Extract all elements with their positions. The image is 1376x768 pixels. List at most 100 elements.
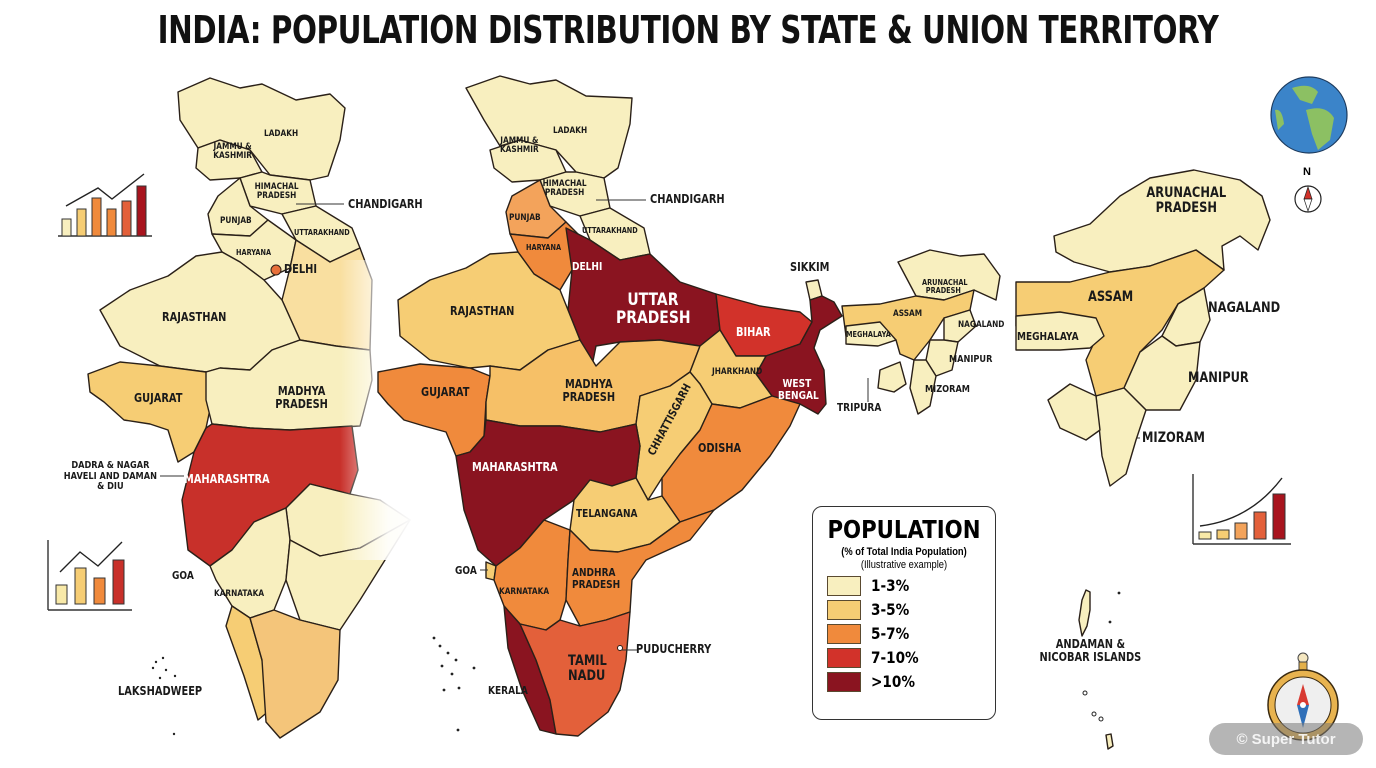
legend-swatch-5-7 xyxy=(827,623,861,644)
inset-mizoram[interactable] xyxy=(1095,387,1147,487)
label-delhi-left: DELHI xyxy=(284,262,318,276)
region-mizoram[interactable] xyxy=(909,359,937,415)
label-dnh-left: DADRA & NAGAR HAVELI AND DAMAN & DIU xyxy=(63,460,157,492)
legend-swatch-1-3 xyxy=(827,575,861,596)
label-mp-left: MADHYA PRADESH xyxy=(275,384,328,411)
legend-swatch-gt10 xyxy=(827,671,861,692)
inset-meghalaya[interactable] xyxy=(1015,311,1105,351)
label-sikkim: SIKKIM xyxy=(790,260,830,274)
label-inset-assam: ASSAM xyxy=(1088,289,1134,305)
label-arunachal: ARUNACHAL PRADESH xyxy=(922,278,968,296)
label-mp: MADHYA PRADESH xyxy=(562,377,616,404)
legend-subtitle: (% of Total India Population) xyxy=(841,546,967,558)
northeast-inset xyxy=(1015,169,1271,487)
label-kerala: KERALA xyxy=(488,684,528,697)
label-uttarakhand: UTTARAKHAND xyxy=(582,226,638,235)
bar-chart-icon-top-left xyxy=(58,173,152,237)
legend-item: 3-5% xyxy=(827,599,995,620)
bar-chart-icon-right xyxy=(1192,474,1291,545)
label-meghalaya: MEGHALAYA xyxy=(846,330,891,339)
label-manipur: MANIPUR xyxy=(949,354,993,365)
label-goa: GOA xyxy=(455,564,477,577)
compass-north-label: N xyxy=(1303,166,1311,178)
label-jharkhand: JHARKHAND xyxy=(712,367,763,377)
region-odisha[interactable] xyxy=(661,395,801,523)
label-punjab-left: PUNJAB xyxy=(220,216,252,226)
left-map xyxy=(87,77,420,739)
label-jk-left: JAMMU & KASHMIR xyxy=(213,142,252,162)
globe-icon xyxy=(1270,76,1348,154)
label-lakshadweep: LAKSHADWEEP xyxy=(118,684,203,698)
label-gujarat: GUJARAT xyxy=(421,385,470,399)
label-karnataka-left: KARNATAKA xyxy=(214,589,265,599)
inset-arunachal[interactable] xyxy=(1053,169,1271,273)
label-karnataka: KARNATAKA xyxy=(499,587,550,597)
label-rajasthan: RAJASTHAN xyxy=(450,304,515,318)
label-ap: ANDHRA PRADESH xyxy=(572,566,621,591)
region-tn[interactable] xyxy=(519,611,631,737)
label-andaman: ANDAMAN & NICOBAR ISLANDS xyxy=(1039,637,1142,664)
bar-chart-icon-mid-left xyxy=(47,540,132,611)
label-chandigarh-left: CHANDIGARH xyxy=(348,197,423,211)
page-title: INDIA: POPULATION DISTRIBUTION BY STATE … xyxy=(157,8,1219,52)
legend-label: 7-10% xyxy=(871,648,919,667)
region-tn-left[interactable] xyxy=(249,609,341,739)
legend-item: 1-3% xyxy=(827,575,995,596)
legend-swatch-7-10 xyxy=(827,647,861,668)
label-puducherry: PUDUCHERRY xyxy=(636,642,712,656)
label-haryana-left: HARYANA xyxy=(236,248,272,257)
legend-label: >10% xyxy=(871,672,915,691)
population-legend: POPULATION (% of Total India Population)… xyxy=(812,506,996,720)
label-maharashtra-left: MAHARASHTRA xyxy=(184,472,270,486)
label-ladakh-left: LADAKH xyxy=(264,129,299,139)
label-chandigarh: CHANDIGARH xyxy=(650,192,725,206)
legend-label: 3-5% xyxy=(871,600,910,619)
label-jk: JAMMU & KASHMIR xyxy=(499,136,539,156)
label-uttarakhand-left: UTTARAKHAND xyxy=(294,228,350,237)
andaman-islands[interactable] xyxy=(1078,589,1121,750)
region-delhi-left[interactable] xyxy=(270,264,282,276)
lakshadweep-islands xyxy=(151,636,476,736)
legend-label: 5-7% xyxy=(871,624,910,643)
region-tripura[interactable] xyxy=(877,361,907,393)
label-hp-left: HIMACHAL PRADESH xyxy=(254,182,299,202)
center-map xyxy=(151,75,1202,737)
label-up: UTTAR PRADESH xyxy=(616,290,691,328)
region-wb[interactable] xyxy=(755,295,843,415)
inset-tripura[interactable] xyxy=(1047,383,1101,441)
label-delhi: DELHI xyxy=(572,260,603,273)
label-bihar: BIHAR xyxy=(736,325,771,339)
legend-label: 1-3% xyxy=(871,576,910,595)
region-puducherry[interactable] xyxy=(617,645,623,651)
label-assam: ASSAM xyxy=(893,309,923,319)
label-inset-nagaland: NAGALAND xyxy=(1208,300,1281,316)
label-punjab: PUNJAB xyxy=(509,213,541,223)
label-telangana: TELANGANA xyxy=(576,507,638,520)
label-tn: TAMIL NADU xyxy=(568,653,607,684)
region-karnataka[interactable] xyxy=(493,519,571,631)
legend-note: (Illustrative example) xyxy=(860,559,948,571)
label-inset-mizoram: MIZORAM xyxy=(1142,430,1205,446)
legend-item: >10% xyxy=(827,671,995,692)
region-meghalaya[interactable] xyxy=(845,321,897,347)
label-inset-arunachal: ARUNACHAL PRADESH xyxy=(1146,185,1227,216)
legend-swatch-3-5 xyxy=(827,599,861,620)
label-wb: WEST BENGAL xyxy=(778,377,819,402)
region-hp[interactable] xyxy=(539,171,611,217)
watermark: © Super Tutor xyxy=(1209,723,1363,755)
label-rajasthan-left: RAJASTHAN xyxy=(162,310,227,324)
legend-item: 7-10% xyxy=(827,647,995,668)
compass-icon xyxy=(1267,652,1339,741)
label-mizoram: MIZORAM xyxy=(925,384,970,395)
region-nagaland[interactable] xyxy=(943,309,977,343)
label-ladakh: LADAKH xyxy=(553,126,588,136)
region-gujarat-left[interactable] xyxy=(87,361,213,463)
label-tripura: TRIPURA xyxy=(837,401,882,414)
label-gujarat-left: GUJARAT xyxy=(134,391,183,405)
label-haryana: HARYANA xyxy=(526,243,562,252)
label-hp: HIMACHAL PRADESH xyxy=(542,179,587,199)
label-odisha: ODISHA xyxy=(698,441,742,455)
north-compass-icon xyxy=(1294,185,1322,213)
legend-item: 5-7% xyxy=(827,623,995,644)
